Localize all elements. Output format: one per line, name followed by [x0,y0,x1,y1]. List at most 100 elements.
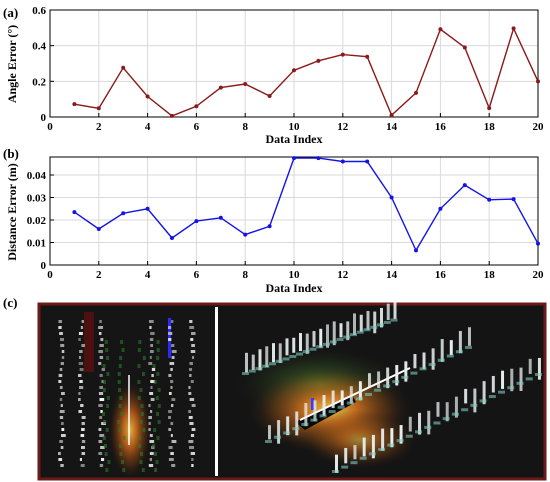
angle-data-point [536,79,540,84]
point-cluster [81,452,86,455]
point-cluster [59,386,63,389]
point-cluster [519,367,523,391]
point-cluster [189,320,193,323]
angle-xtick-label: 2 [96,121,102,133]
point-cluster [170,404,174,407]
point-cluster [248,369,256,373]
point-cluster [346,321,350,341]
point-cluster [265,440,272,443]
distance-data-point [414,248,418,253]
point-cluster [353,445,357,460]
point-cluster [153,380,157,384]
point-cluster [337,405,345,409]
point-cluster [277,420,281,444]
distance-data-point [462,183,467,188]
point-cluster [368,452,376,456]
point-cluster [58,452,61,455]
point-cluster [61,428,65,431]
point-cluster [171,440,177,443]
point-cluster [191,332,196,335]
point-cluster [120,340,124,344]
point-cluster [81,446,85,449]
distance-data-point [365,159,370,164]
point-cluster [79,458,83,461]
point-cluster [255,367,263,371]
point-cluster [99,320,102,323]
distance-data-point [145,206,150,211]
point-cluster [188,368,193,371]
point-cluster [401,375,409,379]
point-cluster [190,380,194,383]
point-cluster [386,367,390,389]
point-cluster [343,335,351,339]
point-cluster [272,343,275,363]
angle-series [72,26,540,118]
point-cluster [149,434,153,437]
distance-xtick-label: 2 [96,269,102,281]
point-cluster [58,458,63,461]
distance-data-point [170,236,174,240]
distance-axis-ticks: 0 2 4 6 8 10 12 14 16 18 20 0 0.01 0.02 0.03 0.04 [27,170,544,281]
point-cluster [335,454,338,473]
point-cluster [58,320,62,323]
point-cluster [286,416,290,436]
point-cluster [309,347,317,351]
point-cluster [102,388,106,392]
point-cluster [148,320,154,323]
point-cluster [189,398,195,401]
point-cluster [99,434,105,437]
point-cluster [140,412,144,416]
angle-data-point [243,82,248,87]
point-cluster [188,440,194,443]
point-cluster [59,410,65,413]
point-cluster [106,372,110,376]
point-cluster [168,326,172,329]
distance-data-point [487,197,492,202]
point-cluster [121,348,125,352]
point-cluster [105,468,109,472]
angle-data-point [511,26,516,31]
point-cluster [301,422,309,426]
point-cluster [137,396,141,400]
point-cluster [117,420,121,424]
point-cluster [170,434,173,437]
point-cluster [81,422,85,425]
point-cluster [171,344,175,347]
point-cluster [150,398,155,401]
angle-grid [50,10,538,117]
heading-line-right [299,367,411,421]
point-cluster [156,356,160,360]
point-cluster [59,440,63,443]
point-cluster [59,332,63,335]
point-cluster [149,452,154,455]
distance-xtick-label: 8 [242,269,248,281]
distance-series [72,156,540,253]
point-cluster [355,397,363,401]
point-cluster [156,372,160,376]
distance-xtick-label: 4 [145,269,151,281]
point-cluster [157,404,161,408]
angle-ytick-label: 0 [41,112,47,124]
point-cluster [120,460,124,464]
point-cluster [156,348,160,352]
point-cluster [106,404,110,408]
point-cluster [381,428,385,451]
point-cluster [137,364,141,368]
distance-data-point [340,159,345,164]
point-cluster [470,403,478,407]
point-cluster [428,363,436,367]
point-cluster [152,444,156,448]
point-cluster [396,439,404,443]
point-cluster [168,392,172,395]
point-cluster [102,380,106,384]
point-cluster [104,340,108,344]
point-cluster [312,331,316,347]
point-cluster [156,340,160,344]
point-cluster [60,422,64,425]
point-cluster [534,372,542,376]
point-cluster [119,356,123,360]
lidar-point-cloud-image [37,302,547,481]
angle-y-axis-label: Angle Error (°) [5,25,19,103]
point-cluster [189,374,192,377]
point-cluster [340,390,344,406]
